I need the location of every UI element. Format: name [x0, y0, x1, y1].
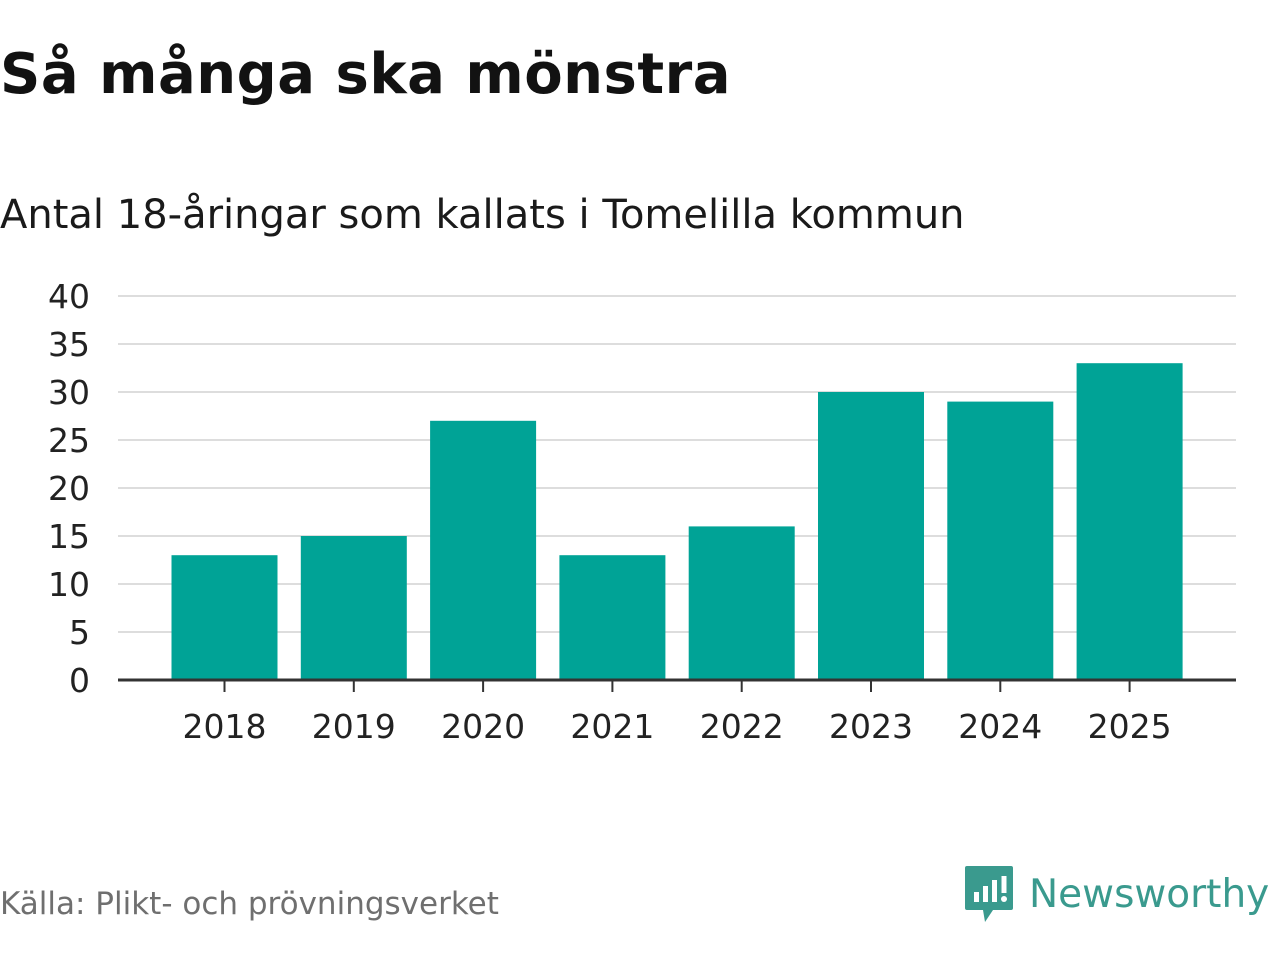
y-tick-labels: 0 5 10 15 20 25 30 35 40	[48, 277, 90, 700]
y-tick-label: 0	[69, 661, 90, 700]
x-tick-label: 2025	[1088, 707, 1172, 746]
bar-2018	[171, 555, 278, 680]
source-note: Källa: Plikt- och prövningsverket	[0, 886, 499, 922]
x-tick-label: 2019	[312, 707, 396, 746]
brand-logo[interactable]: Newsworthy	[963, 864, 1269, 924]
x-axis	[118, 678, 1236, 692]
x-tick-label: 2022	[700, 707, 784, 746]
chart-title: Så många ska mönstra	[0, 42, 732, 107]
grid-lines	[118, 295, 1236, 633]
bar-2022	[688, 526, 795, 680]
y-tick-label: 30	[48, 373, 90, 412]
y-tick-label: 25	[48, 421, 90, 460]
y-tick-label: 5	[69, 613, 90, 652]
y-tick-label: 40	[48, 277, 90, 316]
brand-name: Newsworthy	[1029, 871, 1270, 917]
x-tick-label: 2023	[829, 707, 913, 746]
chart-subtitle: Antal 18-åringar som kallats i Tomelilla…	[0, 192, 965, 238]
y-tick-label: 35	[48, 325, 90, 364]
bar-2021	[559, 555, 666, 680]
x-tick-label: 2024	[958, 707, 1042, 746]
x-tick-label: 2020	[441, 707, 525, 746]
bar-2023	[818, 392, 924, 680]
x-tick-labels: 2018 2019 2020 2021 2022 2023 2024 2025	[183, 707, 1172, 746]
y-tick-label: 20	[48, 469, 90, 508]
x-tick-label: 2018	[183, 707, 267, 746]
y-tick-label: 10	[48, 565, 90, 604]
bar-2020	[430, 420, 537, 680]
bar-2025	[1076, 363, 1183, 680]
bars	[171, 363, 1183, 680]
y-tick-label: 15	[48, 517, 90, 556]
x-tick-label: 2021	[570, 707, 654, 746]
bar-2024	[947, 401, 1054, 680]
newsworthy-logo-icon	[965, 866, 1013, 922]
bar-2019	[300, 536, 407, 680]
